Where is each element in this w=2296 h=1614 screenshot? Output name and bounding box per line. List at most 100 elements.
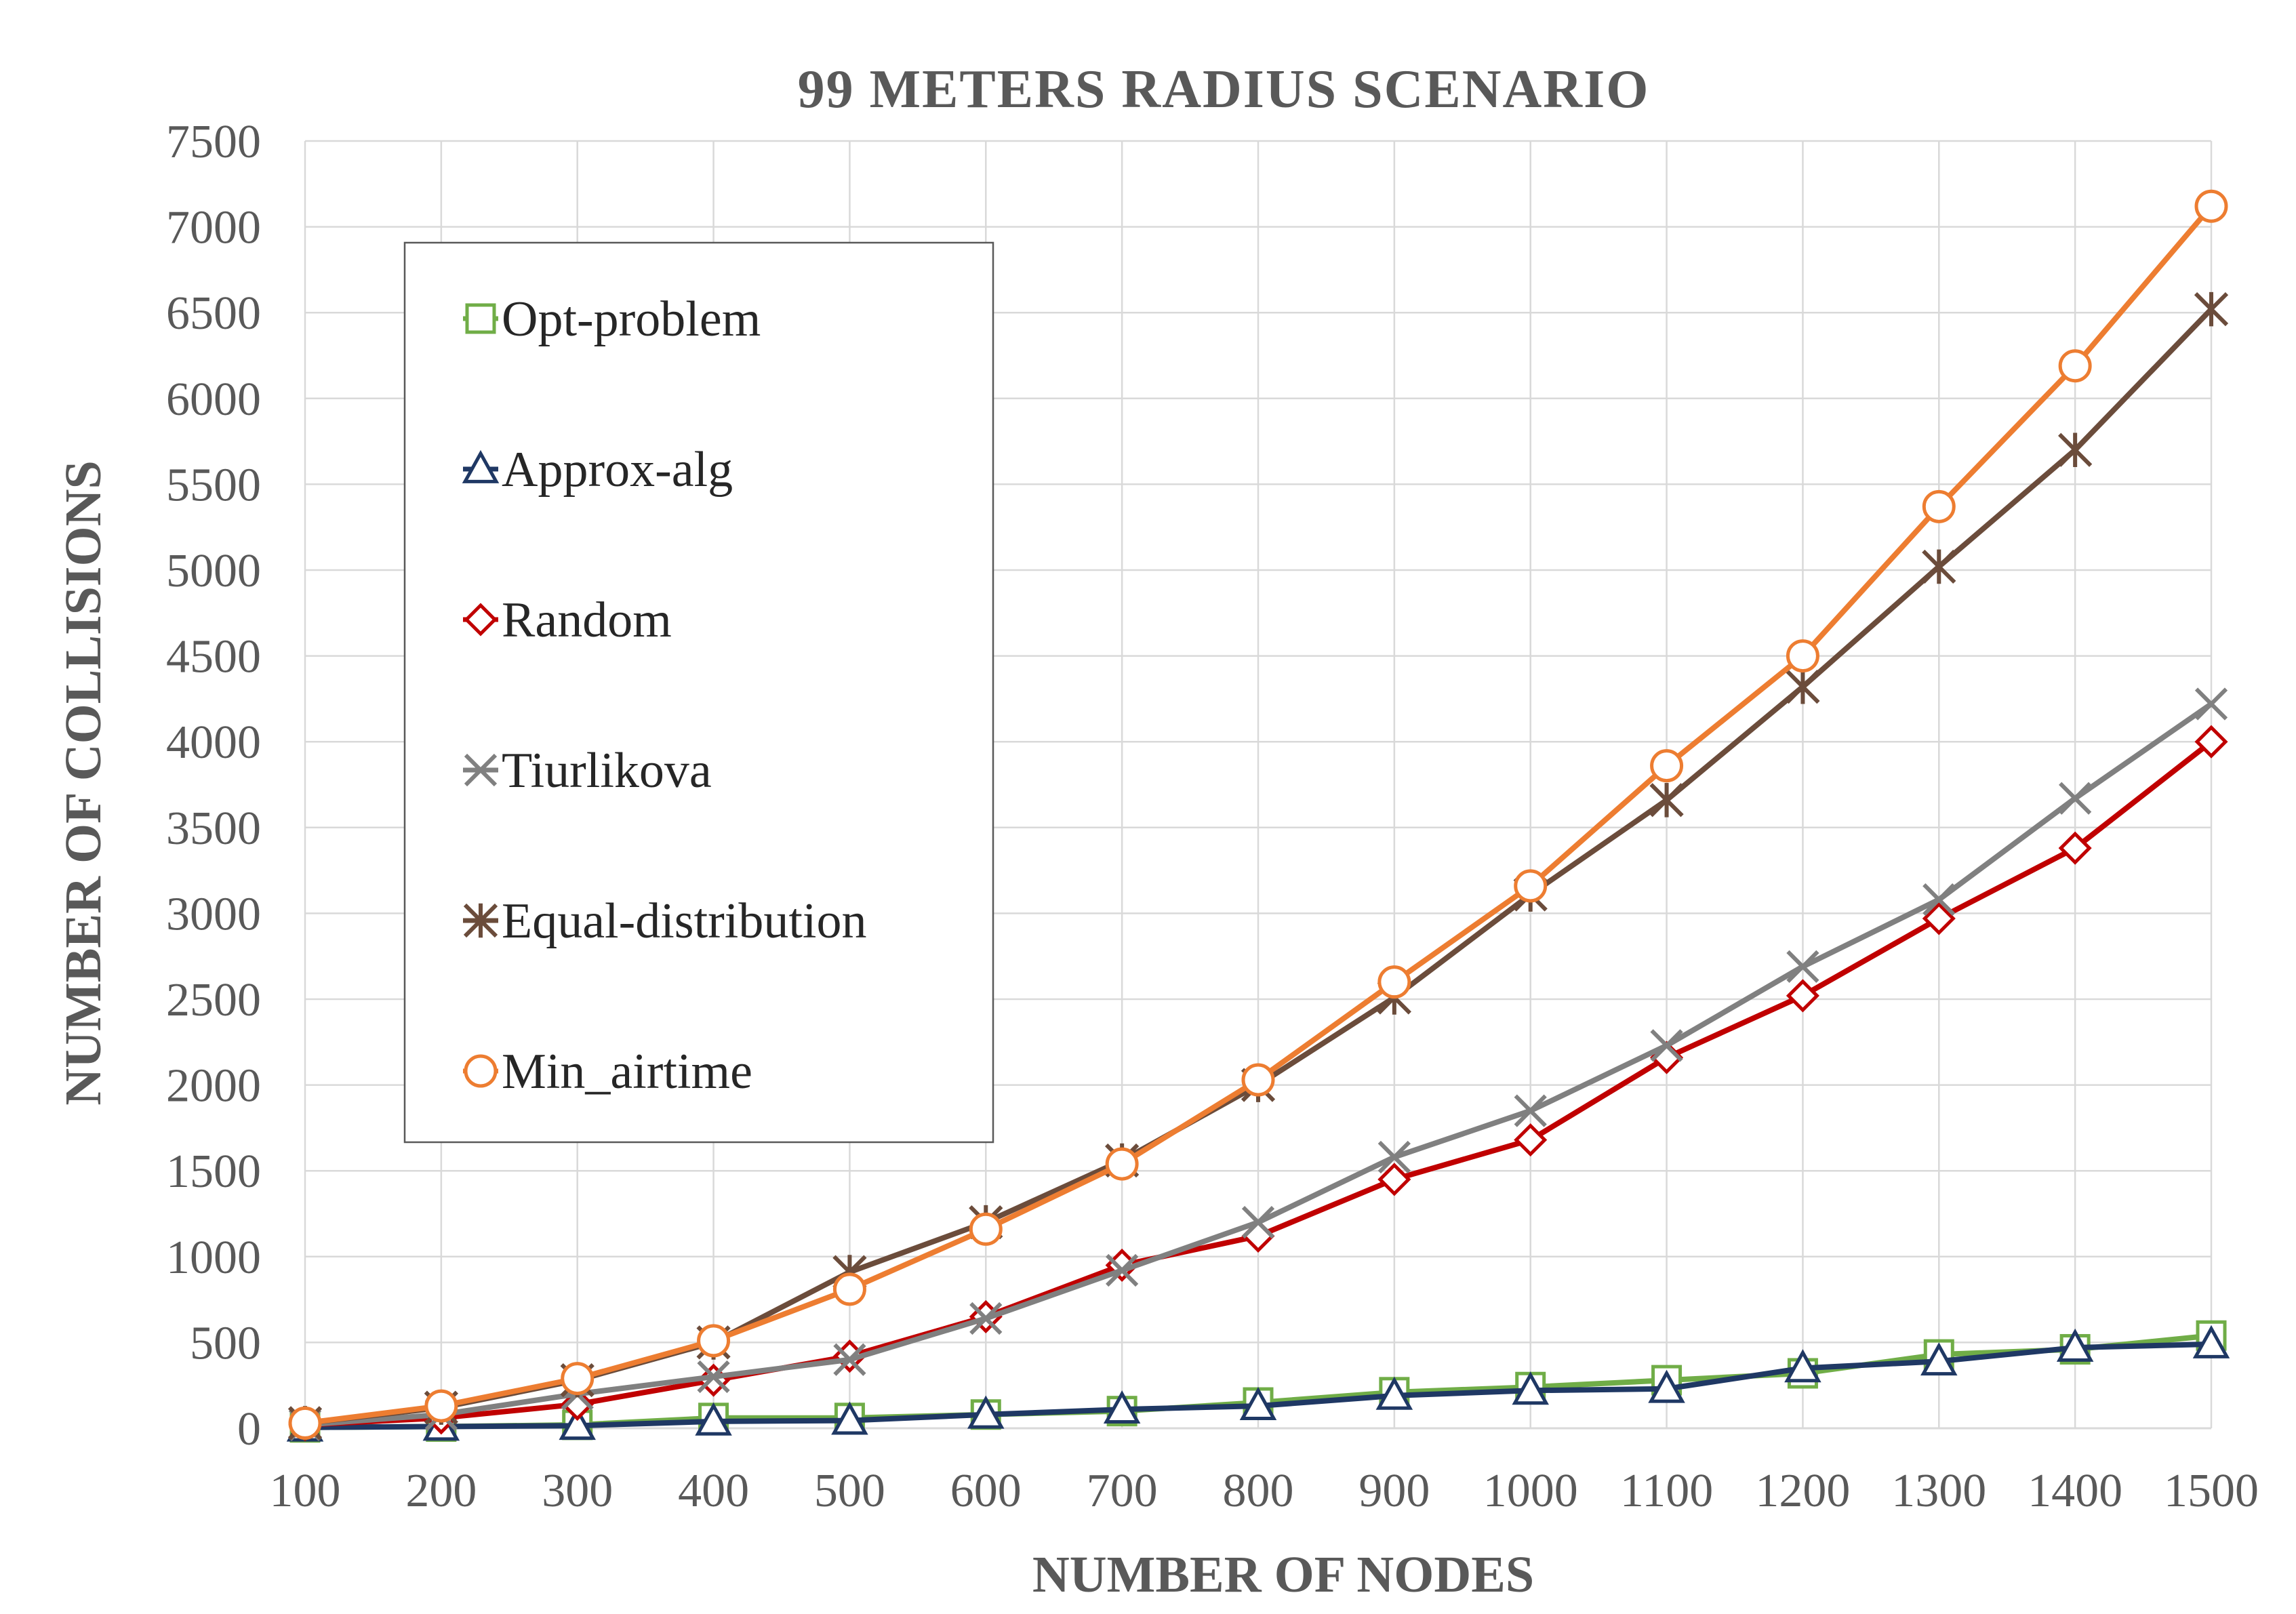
data-point [1514,1123,1548,1157]
x-axis-ticks: 100 200 300 400 500 600 700 800 900 1000 1100 1200 1… [270,1465,2259,1517]
x-tick-label: 1500 [2164,1465,2259,1517]
x-tick-label: 700 [1087,1465,1158,1517]
y-axis-label: NUMBER OF COLLISIONS [55,460,112,1106]
data-point [2056,1328,2094,1362]
y-tick-label: 4500 [166,631,261,683]
legend-frame [403,241,994,1144]
data-point [833,1343,866,1376]
data-point [1922,489,1956,523]
x-tick-label: 300 [542,1465,613,1517]
data-point [1786,669,1820,704]
data-point [1784,1349,1821,1383]
data-point [424,1389,458,1423]
legend-label: Approx-alg [502,442,733,498]
y-tick-label: 5000 [166,545,261,597]
x-tick-label: 100 [270,1465,341,1517]
data-point [1105,1147,1139,1181]
chart-title: 99 METERS RADIUS SCENARIO [798,60,1650,119]
data-point [1375,1376,1413,1410]
data-point [1648,1369,1685,1403]
data-point [1512,1371,1549,1405]
legend-item: Min_airtime [463,1044,752,1099]
data-point [2194,291,2229,327]
y-tick-label: 2000 [166,1060,261,1112]
data-point [1650,749,1684,783]
x-tick-label: 200 [405,1465,477,1517]
y-tick-label: 5500 [166,459,261,511]
x-tick-label: 900 [1358,1465,1430,1517]
data-point [1239,1386,1277,1420]
legend-label: Random [502,592,672,648]
data-point [2194,687,2228,721]
data-point [2059,782,2092,815]
data-point [1377,1163,1411,1196]
data-point [2058,831,2092,865]
data-point [1103,1390,1141,1424]
data-point [2058,432,2093,468]
x-tick-label: 600 [950,1465,1022,1517]
y-tick-label: 3500 [166,803,261,855]
data-point [1649,782,1684,818]
data-point [2192,1325,2230,1358]
legend: Opt-problem Approx-alg Random Tiurlikova Equ… [403,241,994,1144]
data-point [2194,189,2228,223]
series-min-airtime [288,189,2228,1440]
data-point [1514,869,1548,903]
legend-label: Min_airtime [502,1044,752,1099]
data-point [1786,979,1819,1013]
legend-item: Equal-distribution [463,893,867,949]
legend-item: Random [463,592,672,648]
y-tick-label: 0 [237,1403,261,1455]
data-point [969,1302,1003,1335]
y-tick-label: 4000 [166,717,261,769]
data-point [695,1402,732,1436]
data-point [559,1407,596,1440]
y-tick-label: 7500 [166,116,261,168]
legend-marker [465,303,496,334]
series-approx-alg [286,1325,2230,1442]
x-tick-label: 1100 [1620,1465,1713,1517]
y-tick-label: 500 [190,1317,261,1369]
data-point [1922,902,1956,935]
data-point [2194,725,2228,759]
data-point [1650,1029,1683,1062]
data-point [1241,1206,1275,1239]
data-point [967,1395,1005,1429]
data-point [832,1272,866,1306]
y-axis-ticks: 0 500 1000 1500 2000 2500 3000 3500 4000 4500 5000… [166,116,261,1455]
data-point [288,1406,322,1440]
data-point [697,1324,731,1358]
y-tick-label: 1500 [166,1146,261,1198]
legend-label: Opt-problem [502,291,761,347]
x-axis-label: NUMBER OF NODES [1032,1546,1534,1603]
data-point [1786,639,1819,673]
x-tick-label: 400 [678,1465,749,1517]
data-point [969,1212,1003,1246]
legend-marker [464,603,498,637]
data-point [1786,950,1819,984]
legend-marker [462,449,500,483]
data-point [1922,883,1956,916]
data-point [1377,1140,1411,1174]
y-tick-label: 6500 [166,287,261,340]
legend-item: Opt-problem [463,291,761,347]
data-point [831,1401,868,1435]
legend-label: Equal-distribution [502,893,867,949]
data-point [2058,349,2092,383]
data-point [697,1360,730,1394]
x-tick-label: 1300 [1891,1465,1986,1517]
legend-item: Tiurlikova [463,743,712,799]
legend-item: Approx-alg [462,442,733,498]
x-tick-label: 800 [1223,1465,1294,1517]
x-tick-label: 1200 [1755,1465,1850,1517]
data-point [1106,1253,1139,1287]
data-point [561,1362,595,1396]
x-tick-label: 500 [814,1465,885,1517]
data-point [1514,1094,1547,1127]
y-tick-label: 7000 [166,202,261,254]
x-tick-label: 1000 [1483,1465,1578,1517]
y-tick-label: 2500 [166,974,261,1026]
data-point [1922,549,1956,584]
data-point [1920,1342,1958,1376]
